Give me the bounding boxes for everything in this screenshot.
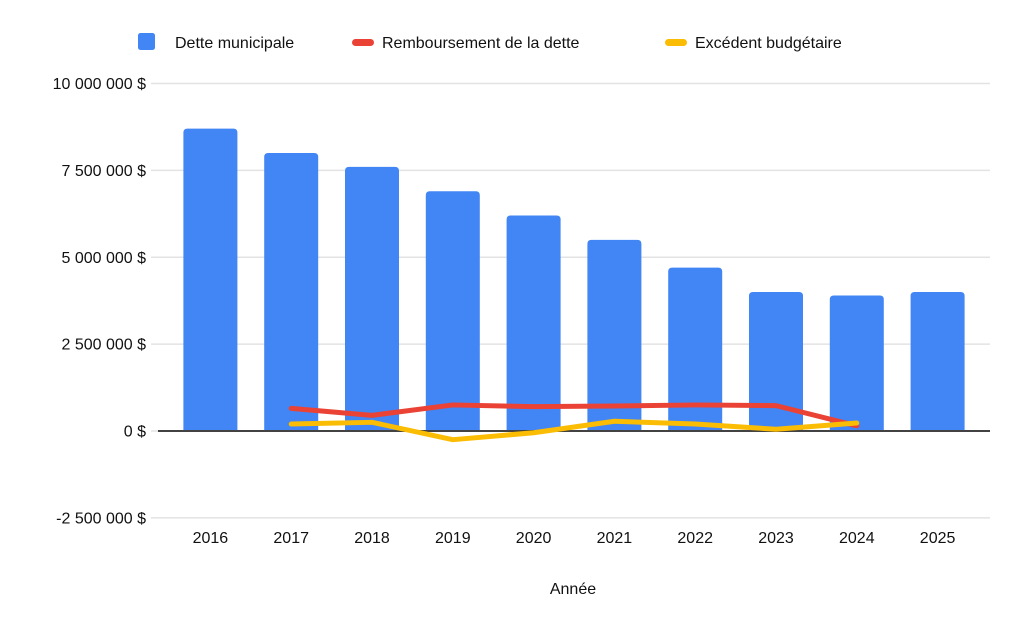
x-tick-label-2019: 2019	[435, 530, 471, 547]
y-tick-label: 0 $	[124, 424, 146, 441]
bar-2024[interactable]	[829, 295, 884, 431]
y-tick-label: -2 500 000 $	[56, 510, 146, 527]
y-tick-label: 10 000 000 $	[53, 76, 147, 93]
bar-2023[interactable]	[749, 292, 803, 431]
x-tick-label-2023: 2023	[758, 530, 794, 547]
y-tick-label: 5 000 000 $	[61, 250, 146, 267]
x-axis-labels: 2016 2017 2018 2019 2020 2021 2022 2023 2024 2025	[193, 530, 956, 547]
bar-series[interactable]	[183, 128, 965, 432]
bar-2022[interactable]	[668, 267, 723, 431]
x-axis-title: Année	[550, 581, 596, 598]
legend-item-dette-municipale[interactable]: Dette municipale	[138, 33, 294, 52]
legend-swatch-line-icon	[665, 39, 687, 46]
legend-item-excedent[interactable]: Excédent budgétaire	[665, 35, 842, 52]
x-tick-label-2020: 2020	[516, 530, 552, 547]
y-tick-label: 7 500 000 $	[61, 163, 146, 180]
chart-legend: Dette municipale Remboursement de la det…	[138, 33, 842, 52]
legend-label-dette-municipale: Dette municipale	[175, 35, 294, 52]
x-tick-label-2024: 2024	[839, 530, 875, 547]
x-tick-label-2025: 2025	[920, 530, 956, 547]
x-tick-label-2016: 2016	[193, 530, 229, 547]
y-axis-labels: 10 000 000 $ 7 500 000 $ 5 000 000 $ 2 500 …	[53, 76, 147, 527]
debt-repayment-line[interactable]	[288, 402, 860, 429]
bar-2019[interactable]	[425, 191, 480, 431]
legend-label-excedent: Excédent budgétaire	[695, 35, 842, 52]
legend-swatch-line-icon	[352, 39, 374, 46]
y-tick-label: 2 500 000 $	[61, 337, 146, 354]
x-tick-label-2017: 2017	[273, 530, 309, 547]
budget-surplus-line[interactable]	[288, 418, 860, 443]
bar-2017[interactable]	[264, 153, 319, 431]
bar-2021[interactable]	[587, 239, 642, 431]
bar-2018[interactable]	[345, 166, 399, 431]
x-tick-label-2018: 2018	[354, 530, 390, 547]
bar-2020[interactable]	[506, 215, 561, 431]
legend-label-remboursement: Remboursement de la dette	[382, 35, 580, 52]
legend-item-remboursement[interactable]: Remboursement de la dette	[352, 35, 580, 52]
x-tick-label-2022: 2022	[677, 530, 713, 547]
legend-swatch-bar-icon	[138, 33, 155, 50]
bar-2025[interactable]	[910, 292, 965, 431]
line-series[interactable]	[288, 402, 860, 443]
bar-2016[interactable]	[183, 128, 238, 432]
x-tick-label-2021: 2021	[597, 530, 633, 547]
